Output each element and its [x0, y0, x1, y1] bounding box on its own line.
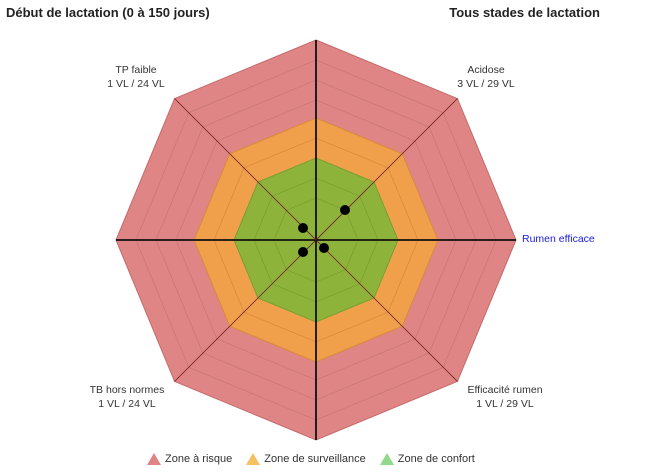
- legend-label-risk: Zone à risque: [165, 453, 233, 465]
- axis-label-5: TB hors normes: [90, 384, 165, 396]
- axis-sublabel-5: 1 VL / 24 VL: [98, 398, 156, 410]
- axis-line: [174, 98, 317, 241]
- chart-title-right: Tous stades de lactation: [449, 5, 600, 20]
- legend-item-risk[interactable]: Zone à risque: [147, 453, 232, 465]
- axis-sublabel-0: 1 VL / 24 VL: [107, 78, 165, 90]
- axis-label-2: Rumen efficace: [522, 233, 595, 245]
- legend-item-surveillance[interactable]: Zone de surveillance: [246, 453, 366, 465]
- axis-label-0: TP faible: [115, 64, 156, 76]
- legend-label-surveillance: Zone de surveillance: [264, 453, 366, 465]
- legend-label-confort: Zone de confort: [397, 453, 475, 465]
- triangle-icon: [379, 453, 394, 465]
- data-point-1: [298, 223, 308, 233]
- axis-sublabel-1: 3 VL / 29 VL: [457, 78, 515, 90]
- axis-line: [174, 239, 317, 382]
- axis-line: [315, 239, 458, 382]
- axis-sublabel-3: 1 VL / 29 VL: [476, 398, 534, 410]
- axis-label-1: Acidose: [467, 64, 505, 76]
- legend: Zone à risque Zone de surveillance Zone …: [147, 453, 475, 465]
- data-point-3: [319, 243, 329, 253]
- triangle-icon: [246, 453, 261, 465]
- legend-item-confort[interactable]: Zone de confort: [379, 453, 475, 465]
- data-point-0: [340, 205, 350, 215]
- axis-label-3: Efficacité rumen: [467, 384, 542, 396]
- data-point-2: [298, 247, 308, 257]
- chart-title-left: Début de lactation (0 à 150 jours): [6, 5, 210, 20]
- triangle-icon: [147, 453, 161, 465]
- axis-line: [315, 98, 458, 241]
